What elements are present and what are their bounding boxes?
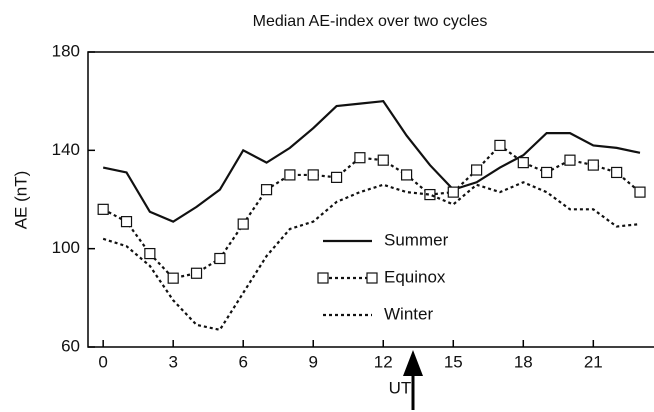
y-axis-label: AE (nT) xyxy=(11,171,30,230)
marker xyxy=(494,139,506,152)
x-tick-label: 18 xyxy=(514,352,533,371)
line xyxy=(102,181,641,332)
marker xyxy=(611,166,623,179)
marker xyxy=(214,252,226,265)
legend-marker xyxy=(317,272,329,284)
x-tick-label: 21 xyxy=(584,352,603,371)
marker xyxy=(541,166,553,179)
marker xyxy=(564,154,576,166)
marker xyxy=(517,157,529,169)
x-tick-label: 15 xyxy=(444,352,463,371)
marker xyxy=(120,216,133,228)
legend-label: Summer xyxy=(384,230,449,249)
marker xyxy=(424,188,436,201)
x-tick-label: 6 xyxy=(238,352,247,371)
line xyxy=(102,143,641,280)
x-tick-label: 0 xyxy=(98,352,107,371)
marker xyxy=(190,267,203,279)
legend-marker xyxy=(366,272,378,284)
x-tick-label: 12 xyxy=(374,352,393,371)
marker xyxy=(330,171,343,183)
y-tick-label: 60 xyxy=(61,336,80,355)
axes xyxy=(87,51,654,348)
x-tick-label: 9 xyxy=(308,352,317,371)
marker xyxy=(587,159,599,171)
y-tick-label: 100 xyxy=(52,238,80,257)
marker xyxy=(307,169,319,181)
chart-title: Median AE-index over two cycles xyxy=(253,13,488,30)
legend-label: Equinox xyxy=(384,267,446,286)
marker xyxy=(167,272,179,284)
marker xyxy=(260,184,273,196)
marker xyxy=(97,203,109,215)
marker xyxy=(284,169,296,181)
legend-label: Winter xyxy=(384,304,433,323)
marker xyxy=(471,164,483,176)
arrow xyxy=(403,350,423,410)
marker xyxy=(447,186,459,198)
y-tick-label: 180 xyxy=(52,41,80,60)
line xyxy=(102,100,641,223)
marker xyxy=(400,169,413,181)
marker xyxy=(377,154,389,166)
marker xyxy=(634,186,646,198)
marker xyxy=(354,152,366,164)
x-axis-label: UT xyxy=(389,378,412,397)
marker xyxy=(237,218,249,230)
y-tick-label: 140 xyxy=(52,140,80,159)
x-tick-label: 3 xyxy=(168,352,177,371)
marker xyxy=(144,247,156,260)
